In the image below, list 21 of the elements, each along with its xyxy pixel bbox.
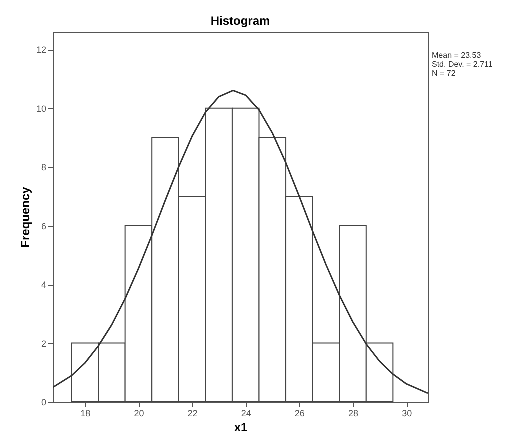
x-tick-label: 28 <box>348 408 359 418</box>
x-tick-label: 22 <box>188 408 198 418</box>
y-tick-label: 12 <box>36 45 46 56</box>
text: Mean = 23.53 <box>432 51 482 60</box>
y-tick-label: 10 <box>36 104 46 114</box>
x-tick-label: 24 <box>241 408 252 418</box>
x-axis-title: x1 <box>234 420 248 434</box>
line-series <box>53 90 428 394</box>
y-tick-label: 2 <box>41 338 46 349</box>
text: N = 72 <box>432 69 456 78</box>
chart-title: Histogram <box>210 14 270 28</box>
x-tick-label: 20 <box>134 408 144 418</box>
y-tick-label: 4 <box>41 280 46 290</box>
y-tick-label: 8 <box>41 162 46 173</box>
x-tick-label: 30 <box>402 408 412 418</box>
x-tick-label: 18 <box>80 408 91 418</box>
x-tick-label: 26 <box>294 408 305 418</box>
y-tick-label: 6 <box>41 221 46 232</box>
text: Std. Dev. = 2.711 <box>432 60 494 69</box>
y-axis-title: Frequency <box>18 186 32 248</box>
y-tick-label: 0 <box>41 398 46 408</box>
